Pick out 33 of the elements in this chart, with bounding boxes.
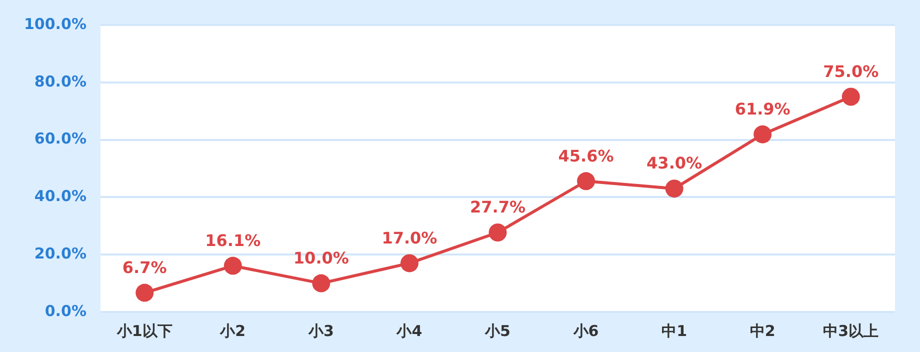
x-tick-label: 小2	[219, 322, 246, 340]
x-tick-label: 中1	[662, 322, 688, 340]
x-tick-label: 小1以下	[116, 322, 172, 340]
point	[754, 125, 772, 144]
point	[488, 224, 507, 242]
x-tick-label: 中2	[750, 322, 776, 340]
x-tick-label: 小3	[307, 322, 334, 340]
y-tick-label: 0.0%	[44, 302, 86, 320]
data-label: 45.6%	[558, 146, 614, 166]
y-tick-label: 100.0%	[24, 14, 86, 33]
y-tick-label: 20.0%	[34, 244, 86, 262]
point	[577, 172, 596, 190]
x-tick-label: 小4	[396, 322, 422, 340]
point	[400, 254, 418, 272]
y-tick-label: 60.0%	[34, 130, 86, 148]
y-tick-label: 40.0%	[34, 187, 86, 206]
data-label: 16.1%	[205, 230, 261, 250]
data-label: 10.0%	[293, 248, 349, 268]
point	[224, 256, 242, 275]
data-label: 6.7%	[122, 258, 167, 277]
data-label: 17.0%	[382, 228, 438, 248]
point	[842, 88, 860, 106]
data-label: 43.0%	[646, 154, 702, 173]
data-label: 75.0%	[823, 62, 879, 81]
point	[312, 274, 330, 292]
x-tick-label: 中3以上	[823, 322, 879, 340]
x-tick-label: 小6	[572, 322, 599, 340]
data-label: 27.7%	[470, 198, 526, 217]
point	[136, 284, 154, 302]
data-label: 61.9%	[734, 100, 790, 119]
x-tick-label: 小5	[484, 322, 510, 340]
y-tick-label: 80.0%	[34, 72, 86, 90]
point	[665, 180, 684, 198]
